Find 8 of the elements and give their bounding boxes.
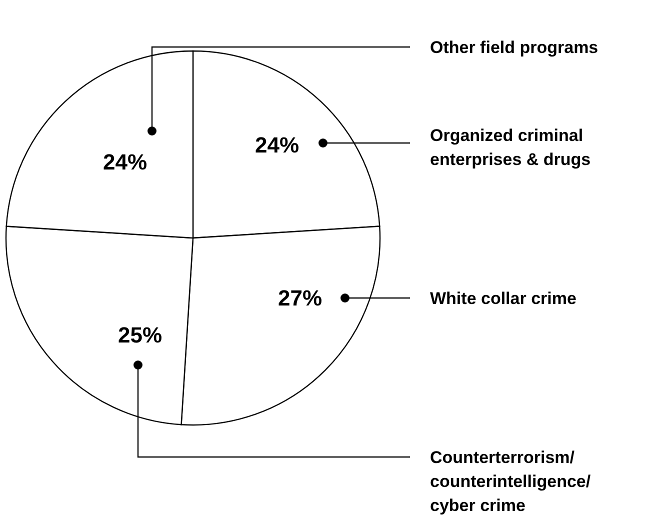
slice-label: Organized criminal enterprises & drugs	[430, 126, 591, 169]
slice-label: Other field programs	[430, 38, 598, 57]
data-label: 24%	[102, 150, 148, 174]
data-label: 25%	[118, 322, 162, 348]
slice-label: Counterterrorism/ counterintelligence/ cyber crime	[430, 448, 591, 515]
data-label: 27%	[278, 286, 322, 310]
slice-label: White collar crime	[430, 288, 576, 308]
data-label: 24%	[254, 132, 300, 158]
